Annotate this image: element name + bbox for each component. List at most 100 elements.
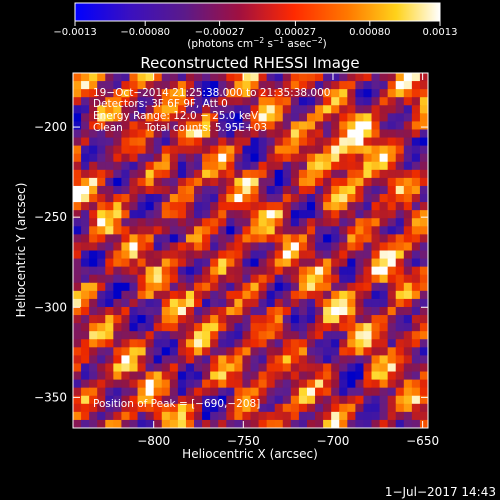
heatmap-cell [266, 81, 276, 90]
colorbar-ticks: −0.0013 −0.00080 −0.00027 0.00027 0.00080 0.0… [53, 21, 458, 38]
heatmap-cell [185, 145, 195, 155]
heatmap-cell [363, 250, 373, 260]
heatmap-cell [145, 169, 155, 179]
heatmap-cell [379, 258, 389, 268]
heatmap-cell [113, 218, 123, 227]
heatmap-cell [210, 379, 219, 389]
heatmap-cell [323, 411, 332, 421]
heatmap-cell [403, 242, 413, 252]
heatmap-cell [331, 266, 340, 276]
heatmap-cell [371, 242, 381, 252]
heatmap-cell [210, 411, 219, 421]
heatmap-cell [395, 347, 405, 356]
heatmap-cell [129, 145, 139, 155]
heatmap-cell [161, 202, 171, 211]
heatmap-cell [387, 387, 397, 397]
heatmap-cell [419, 339, 428, 348]
heatmap-cell [129, 169, 139, 179]
heatmap-cell [129, 73, 139, 82]
heatmap-cell [274, 411, 284, 421]
heatmap-cell [371, 81, 381, 90]
heatmap-cell [258, 121, 268, 131]
heatmap-cell [129, 403, 139, 413]
heatmap-cell [137, 315, 147, 324]
heatmap-cell [177, 282, 187, 292]
heatmap-cell [395, 323, 405, 332]
heatmap-cell [210, 250, 219, 260]
heatmap-cell [129, 323, 139, 332]
heatmap-cell [81, 177, 90, 187]
heatmap-cell [419, 411, 428, 421]
heatmap-cell [105, 363, 114, 373]
heatmap-cell [169, 403, 179, 413]
heatmap-cell [355, 161, 365, 171]
heatmap-cell [371, 185, 381, 195]
heatmap-cell [363, 202, 373, 211]
heatmap-cell [105, 121, 114, 131]
heatmap-cell [145, 331, 155, 340]
heatmap-cell [411, 419, 421, 428]
heatmap-cell [89, 226, 98, 235]
heatmap-cell [226, 258, 235, 268]
heatmap-cell [363, 315, 373, 324]
heatmap-cell [298, 153, 308, 163]
heatmap-cell [419, 250, 428, 260]
heatmap-cell [234, 145, 244, 155]
heatmap-cell [419, 274, 428, 284]
heatmap-cell [97, 145, 106, 155]
heatmap-cell [185, 258, 195, 268]
heatmap-cell [315, 419, 324, 428]
heatmap-cell [306, 419, 316, 428]
heatmap-cell [331, 371, 340, 381]
heatmap-cell [153, 298, 163, 308]
heatmap-cell [315, 129, 324, 139]
heatmap-cell [355, 363, 365, 373]
heatmap-cell [258, 169, 268, 179]
heatmap-cell [387, 379, 397, 389]
heatmap-cell [347, 339, 356, 348]
heatmap-cell [290, 379, 300, 389]
heatmap-cell [202, 202, 211, 211]
heatmap-cell [97, 323, 106, 332]
heatmap-cell [331, 419, 340, 428]
heatmap-cell [315, 339, 324, 348]
heatmap-cell [81, 129, 90, 139]
heatmap-cell [379, 347, 389, 356]
y-tick-label: −350 [34, 390, 67, 404]
heatmap-cell [266, 105, 276, 114]
heatmap-cell [234, 153, 244, 163]
heatmap-cell [403, 290, 413, 300]
heatmap-cell [419, 218, 428, 227]
heatmap-cell [363, 97, 373, 106]
heatmap-cell [298, 185, 308, 195]
heatmap-cell [315, 81, 324, 90]
heatmap-cell [290, 97, 300, 106]
heatmap-cell [81, 371, 90, 381]
heatmap-cell [81, 105, 90, 114]
heatmap-cell [161, 274, 171, 284]
heatmap-cell [250, 81, 260, 90]
heatmap-cell [266, 169, 276, 179]
heatmap-cell [113, 194, 123, 203]
heatmap-cell [226, 113, 235, 123]
heatmap-cell [306, 363, 316, 373]
heatmap-cell [266, 339, 276, 348]
colorbar-tick-label: 0.00080 [349, 27, 390, 38]
heatmap-cell [242, 177, 252, 187]
heatmap-cell [323, 242, 332, 252]
heatmap-cell [226, 202, 235, 211]
heatmap-cell [226, 218, 235, 227]
heatmap-cell [363, 242, 373, 252]
heatmap-cell [411, 137, 421, 147]
heatmap-cell [234, 306, 244, 316]
heatmap-cell [145, 387, 155, 397]
heatmap-cell [331, 395, 340, 405]
heatmap-cell [161, 371, 171, 381]
heatmap-cell [105, 323, 114, 332]
heatmap-cell [234, 258, 244, 268]
heatmap-cell [129, 290, 139, 300]
heatmap-cell [161, 89, 171, 98]
heatmap-cell [250, 403, 260, 413]
heatmap-cell [363, 387, 373, 397]
heatmap-cell [419, 371, 428, 381]
